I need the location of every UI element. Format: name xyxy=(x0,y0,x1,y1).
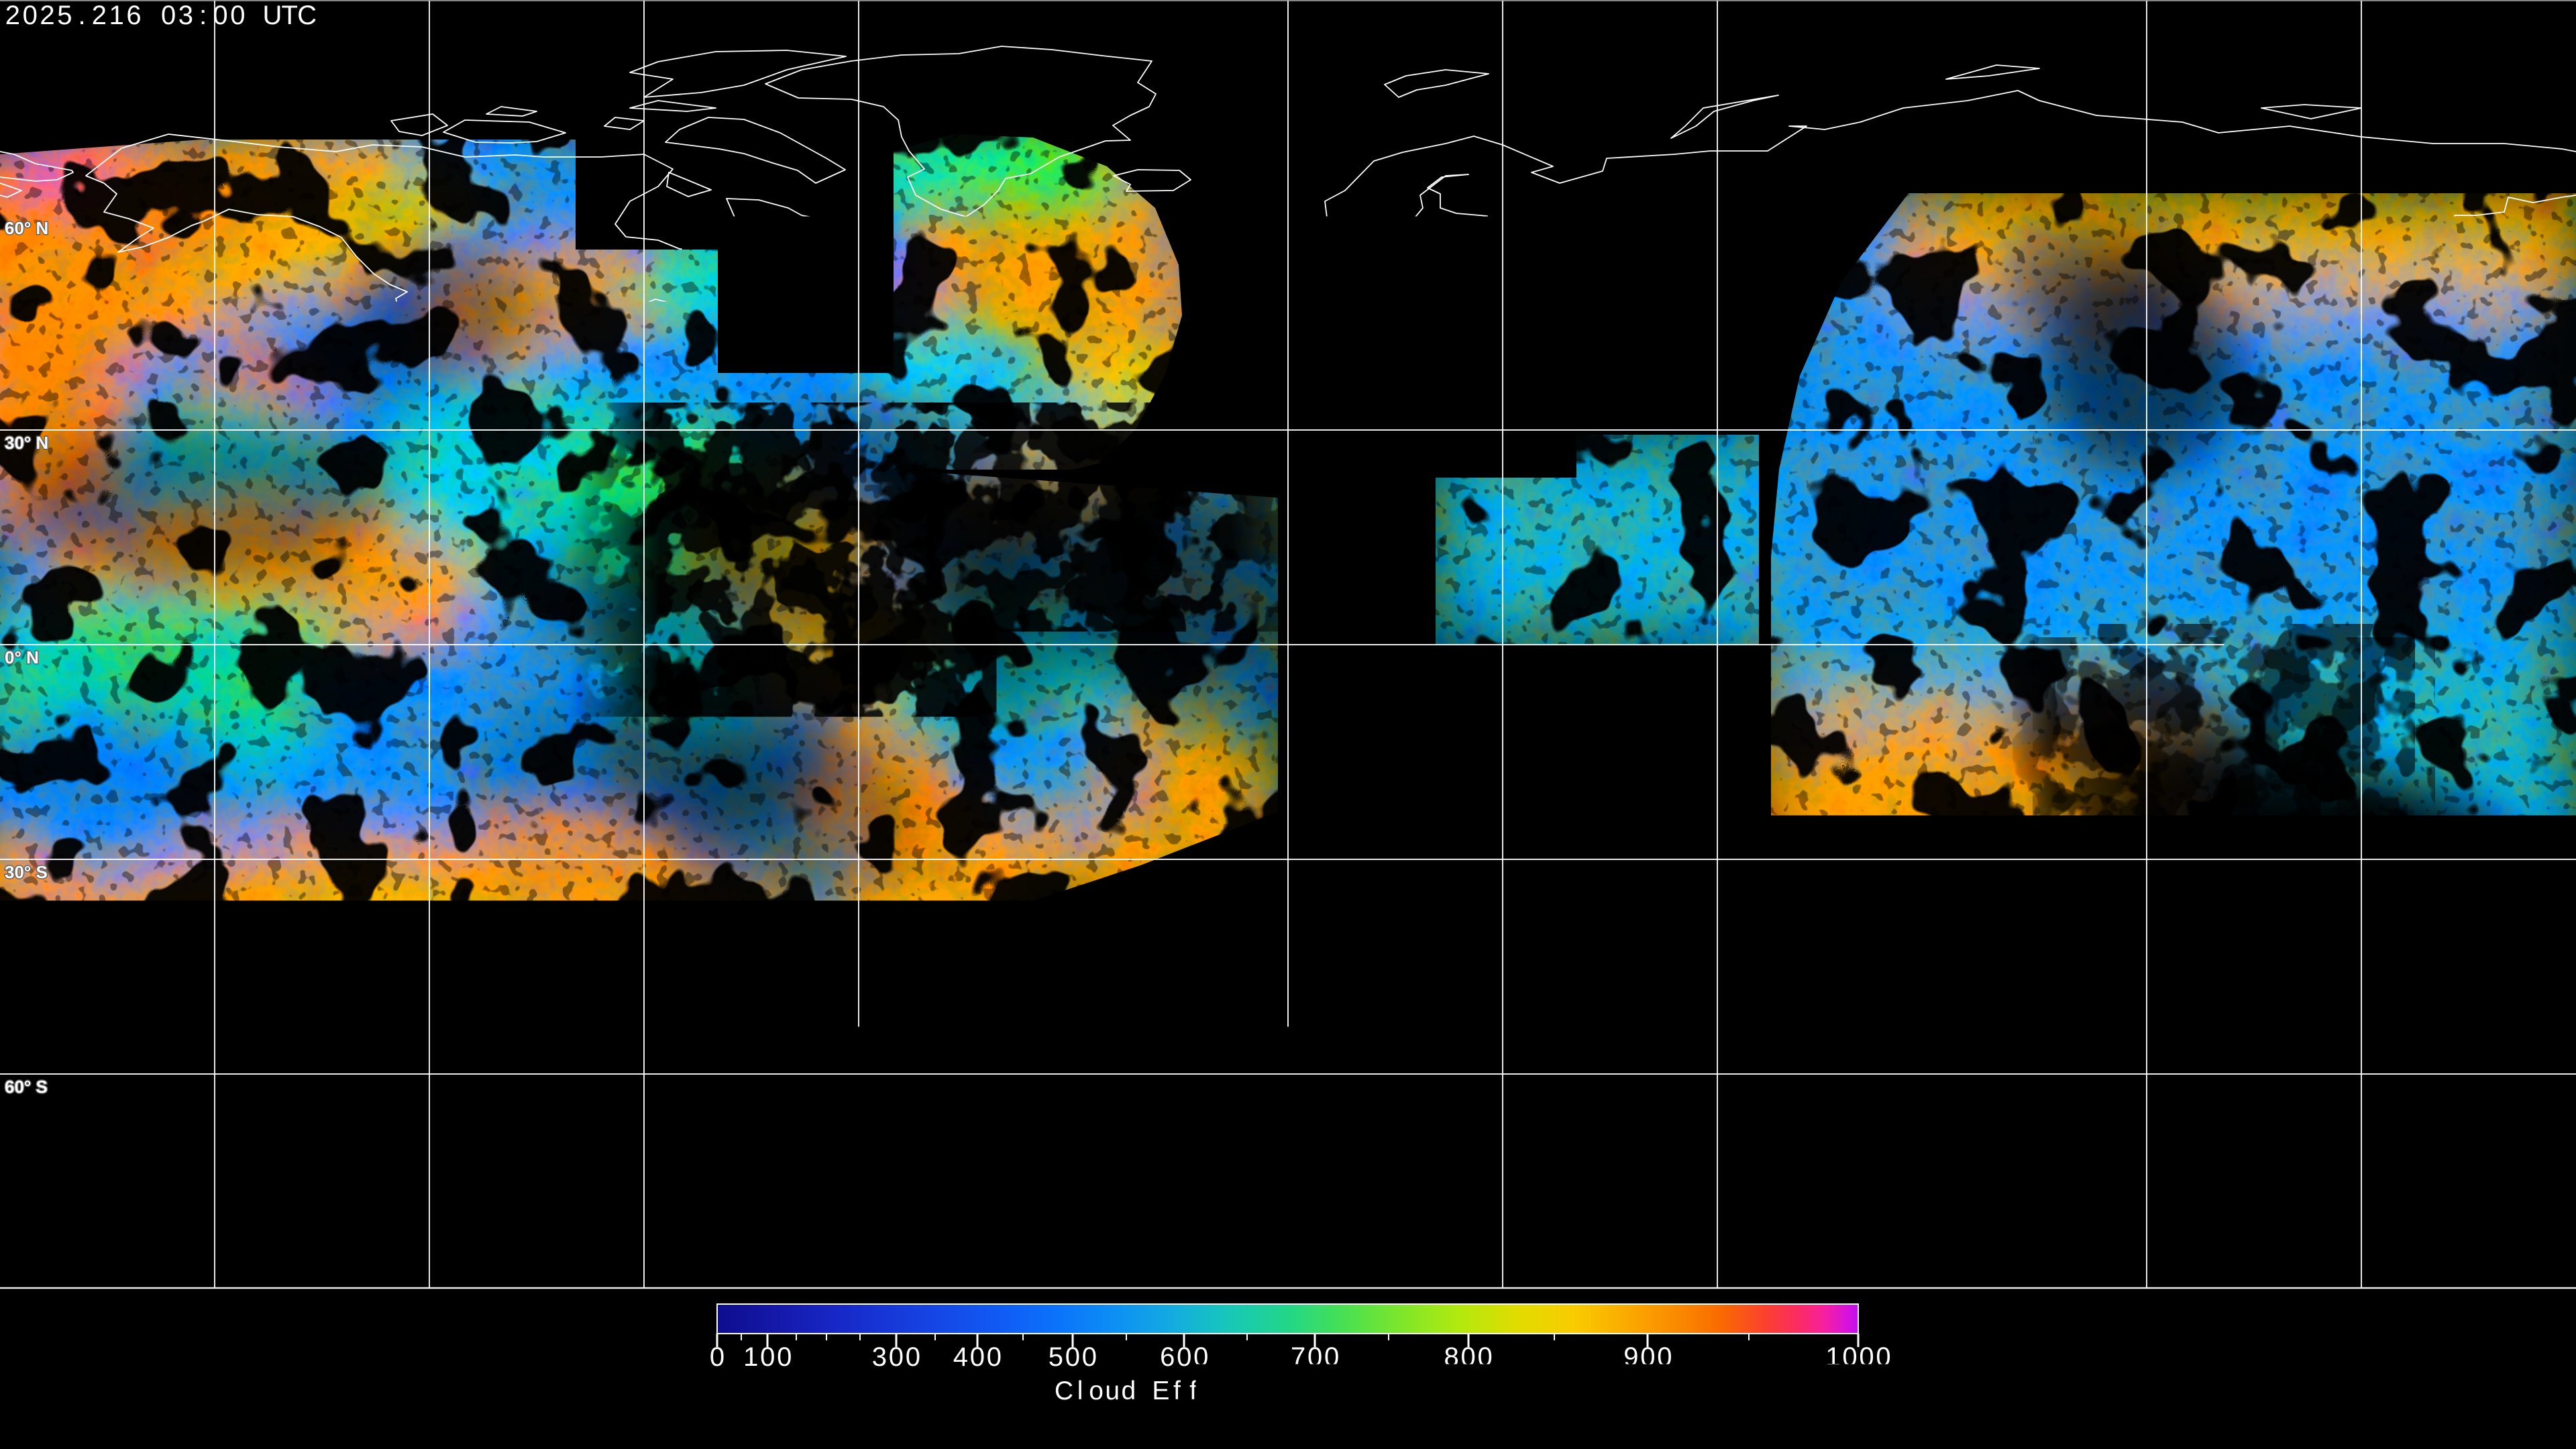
svg-text:700: 700 xyxy=(1291,1342,1339,1372)
svg-text:500: 500 xyxy=(1049,1342,1097,1372)
svg-text:400: 400 xyxy=(953,1342,1002,1372)
svg-text:600: 600 xyxy=(1160,1342,1208,1372)
svg-text:800: 800 xyxy=(1444,1342,1493,1372)
svg-text:60° S: 60° S xyxy=(5,1077,48,1097)
svg-text:CloudEffectivePressure,hPa: Cl oud Ef f ec t i ve Pr es su r e, hPa xyxy=(1055,1377,1523,1405)
svg-text:300: 300 xyxy=(872,1342,920,1372)
svg-text:0: 0 xyxy=(710,1342,724,1372)
svg-text:0° N: 0° N xyxy=(5,647,39,667)
svg-text:100: 100 xyxy=(743,1342,792,1372)
svg-text:900: 900 xyxy=(1623,1342,1672,1372)
svg-text:60° N: 60° N xyxy=(5,218,48,238)
svg-text:2025.21603:00UTC: 2025. 216 03:00 UTC xyxy=(5,1,317,30)
svg-text:30° N: 30° N xyxy=(5,433,48,453)
svg-text:30° S: 30° S xyxy=(5,862,48,882)
